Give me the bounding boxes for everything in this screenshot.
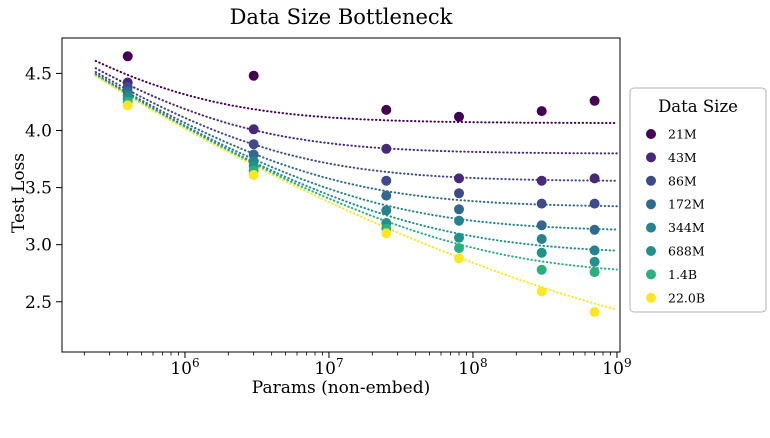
data-point-43M xyxy=(248,124,259,135)
legend-label-344M: 344M xyxy=(668,220,705,235)
legend-label-1.4B: 1.4B xyxy=(668,267,697,282)
data-point-86M xyxy=(248,139,259,150)
legend-swatch-344M xyxy=(646,222,656,233)
data-point-172M xyxy=(454,204,464,215)
y-tick-label: 4.0 xyxy=(25,121,52,141)
y-tick-label: 3.0 xyxy=(25,236,52,256)
x-axis-label: Params (non-embed) xyxy=(251,378,431,398)
data-point-43M xyxy=(454,173,464,184)
data-point-22.0B xyxy=(454,253,464,264)
data-point-172M xyxy=(589,224,600,235)
data-point-22.0B xyxy=(536,286,547,297)
fit-line-1.4B xyxy=(94,74,618,271)
legend-swatch-43M xyxy=(646,152,656,163)
data-point-43M xyxy=(381,143,392,154)
y-tick-label: 4.5 xyxy=(25,64,52,84)
data-point-172M xyxy=(536,220,547,231)
legend-label-172M: 172M xyxy=(668,197,705,212)
legend-swatch-1.4B xyxy=(646,269,656,280)
chart-title: Data Size Bottleneck xyxy=(229,5,453,29)
data-point-21M xyxy=(536,106,547,117)
fit-line-344M xyxy=(94,74,618,231)
data-point-1.4B xyxy=(589,267,600,278)
legend-swatch-21M xyxy=(646,129,656,139)
x-tick-label: 109 xyxy=(602,356,631,379)
data-point-344M xyxy=(589,245,600,256)
data-point-21M xyxy=(381,104,392,115)
legend: Data Size 21M 43M 86M 172M 344M 688M 1.4B 22.0B xyxy=(629,87,767,313)
data-point-688M xyxy=(536,247,547,258)
data-point-86M xyxy=(381,175,392,186)
data-point-344M xyxy=(454,215,464,226)
fit-line-22.0B xyxy=(94,75,618,311)
data-point-43M xyxy=(536,175,547,186)
legend-frame xyxy=(629,87,767,313)
legend-swatch-172M xyxy=(646,199,656,210)
data-point-1.4B xyxy=(454,243,464,254)
legend-swatch-688M xyxy=(646,246,656,256)
data-point-688M xyxy=(454,232,464,243)
legend-label-21M: 21M xyxy=(668,127,697,142)
legend-swatch-86M xyxy=(646,175,656,186)
data-point-86M xyxy=(589,198,600,209)
x-tick-label: 108 xyxy=(458,356,487,379)
data-point-21M xyxy=(589,95,600,106)
fit-line-86M xyxy=(94,71,618,182)
data-point-344M xyxy=(381,205,392,216)
fit-line-688M xyxy=(94,74,618,252)
y-tick-label: 2.5 xyxy=(25,293,52,313)
data-point-1.4B xyxy=(536,264,547,275)
axes-frame xyxy=(61,37,621,353)
fit-line-21M xyxy=(94,59,618,124)
data-point-86M xyxy=(536,198,547,209)
legend-label-22.0B: 22.0B xyxy=(668,290,705,305)
legend-title: Data Size xyxy=(658,97,738,116)
data-point-86M xyxy=(454,188,464,199)
data-point-22.0B xyxy=(248,170,259,180)
x-tick-label: 106 xyxy=(170,356,199,379)
data-point-21M xyxy=(454,111,464,122)
data-point-22.0B xyxy=(122,100,133,111)
legend-swatch-22.0B xyxy=(646,292,656,303)
x-tick-label: 107 xyxy=(314,356,343,379)
data-point-43M xyxy=(589,173,600,184)
data-point-22.0B xyxy=(381,228,392,239)
fit-line-43M xyxy=(94,67,618,155)
y-tick-label: 3.5 xyxy=(25,179,52,199)
data-point-21M xyxy=(122,51,133,62)
legend-label-688M: 688M xyxy=(668,244,705,259)
data-point-21M xyxy=(248,70,259,81)
fit-line-172M xyxy=(94,73,618,208)
data-point-22.0B xyxy=(589,307,600,317)
plot-series xyxy=(94,51,618,317)
legend-label-43M: 43M xyxy=(668,150,697,165)
data-point-344M xyxy=(536,234,547,244)
data-point-172M xyxy=(381,190,392,201)
legend-label-86M: 86M xyxy=(668,173,697,188)
data-point-688M xyxy=(589,256,600,267)
